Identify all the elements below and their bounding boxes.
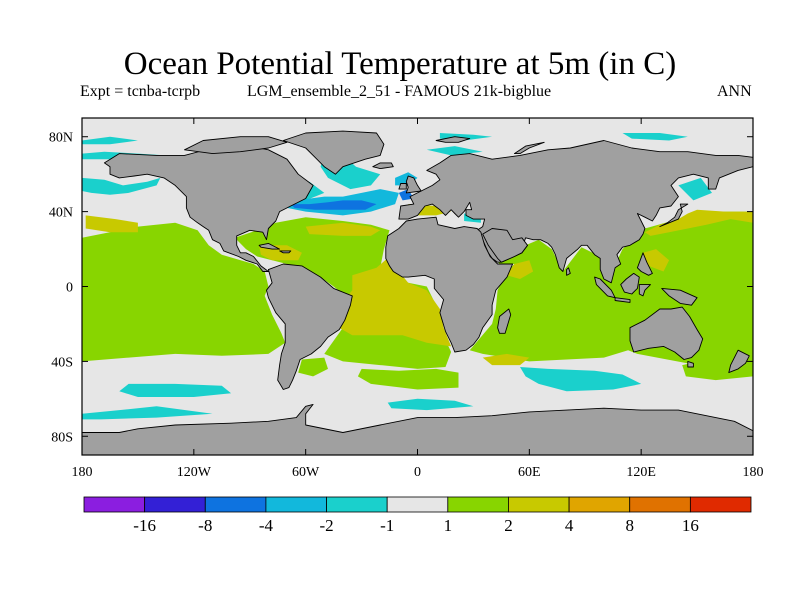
temperature-region [82, 222, 286, 362]
colorbar-swatch [326, 496, 388, 513]
colorbar-swatch [386, 496, 449, 513]
land-greenland [282, 130, 385, 175]
temperature-region [644, 209, 753, 236]
lon-tick-label: 0 [414, 465, 421, 480]
lat-tick-label: 80S [51, 430, 73, 445]
lon-tick-label: 60W [292, 465, 320, 480]
lat-tick-label: 80N [49, 131, 73, 146]
lon-tick-label: 120W [177, 465, 212, 480]
colorbar-swatch [629, 496, 691, 513]
page-title: Ocean Potential Temperature at 5m (in C) [123, 46, 677, 82]
period-label: ANN [717, 83, 752, 100]
land-cuba [258, 242, 281, 250]
temperature-region [82, 177, 161, 195]
land-britain [405, 175, 422, 194]
colorbar-label: -4 [259, 516, 274, 535]
colorbar-label: -2 [319, 516, 333, 535]
temperature-region [482, 353, 530, 366]
temperature-region [82, 136, 138, 145]
land-iceland [372, 162, 394, 170]
land-antarctica [82, 403, 753, 455]
colorbar-swatch [447, 496, 509, 513]
colorbar-swatch [265, 496, 327, 513]
lat-tick-label: 40N [49, 206, 73, 221]
colorbar-swatch [568, 496, 631, 513]
temperature-region [357, 368, 459, 390]
temperature-region [643, 249, 670, 272]
temperature-region [387, 398, 474, 411]
colorbar-label: 4 [565, 516, 574, 535]
temperature-region [82, 406, 213, 420]
colorbar-label: 8 [625, 516, 634, 535]
experiment-label: Expt = tcnba-tcrpb [80, 83, 201, 100]
land-eurasia [398, 140, 753, 284]
land-arabia [482, 228, 528, 263]
lat-tick-label: 40S [51, 355, 73, 370]
map-plot-area [82, 118, 753, 455]
land-hispaniola [279, 250, 292, 254]
temperature-region [298, 357, 328, 377]
colorbar-swatch [144, 496, 206, 513]
temperature-region [119, 383, 232, 397]
land-new-guinea [661, 287, 698, 306]
land-madagascar [497, 308, 512, 334]
land-philippines [636, 252, 653, 276]
land-borneo [620, 272, 640, 295]
temperature-region [426, 146, 483, 156]
map-axes: 80N 40N 0 40S 80S 180 120W 60W 0 60E 120E 180 [49, 118, 764, 480]
colorbar-label: 16 [682, 516, 699, 535]
colorbar-label: -1 [380, 516, 394, 535]
colorbar-swatch [204, 496, 267, 513]
land-svalbard [435, 136, 471, 143]
temperature-region [678, 177, 712, 201]
land-tasmania [687, 360, 694, 368]
temperature-region [622, 133, 688, 141]
lon-tick-label: 120E [626, 465, 656, 480]
land-south-america [266, 263, 353, 390]
lat-tick-label: 0 [66, 281, 73, 296]
run-label: LGM_ensemble_2_51 - FAMOUS 21k-bigblue [247, 83, 552, 100]
land-new-zealand [728, 349, 750, 374]
lon-tick-label: 180 [72, 465, 93, 480]
temperature-region [85, 215, 138, 233]
colorbar-label: 2 [504, 516, 513, 535]
colorbar-label: 1 [444, 516, 453, 535]
temperature-region [520, 367, 642, 392]
land-canadian-arctic [184, 136, 288, 155]
colorbar: -16 -8 -4 -2 -1 1 2 4 8 16 [83, 496, 752, 535]
colorbar-label: -8 [198, 516, 212, 535]
land-japan [659, 203, 689, 228]
land-australia [629, 306, 704, 360]
temperature-region [507, 260, 534, 279]
lon-tick-label: 60E [518, 465, 541, 480]
land-java [614, 297, 631, 303]
lon-tick-label: 180 [743, 465, 764, 480]
land-ireland [398, 183, 407, 190]
temperature-region [305, 222, 381, 236]
land-sulawesi [638, 284, 651, 297]
temperature-region [290, 200, 377, 210]
colorbar-label: -16 [133, 516, 156, 535]
colorbar-swatch [508, 496, 570, 513]
colorbar-swatch [689, 496, 752, 513]
land-north-america [103, 145, 314, 272]
temperature-region [339, 256, 452, 347]
colorbar-swatch [83, 496, 146, 513]
land-africa [385, 216, 514, 353]
land-sri-lanka [566, 267, 571, 276]
land-novaya-zemlya [513, 141, 545, 155]
